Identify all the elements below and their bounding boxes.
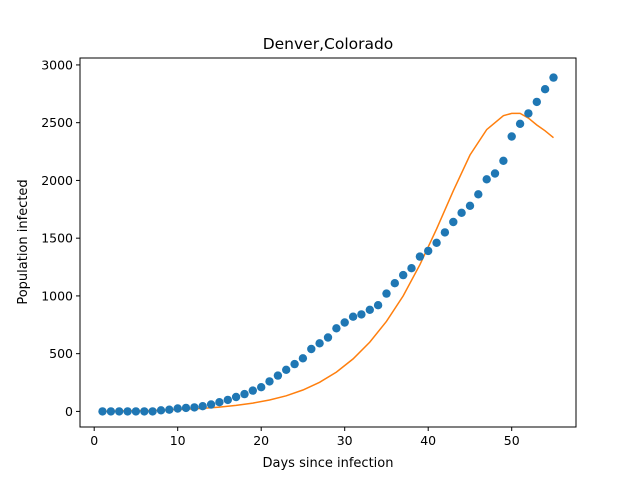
data-point <box>290 359 299 369</box>
data-point <box>415 252 425 261</box>
data-point <box>165 405 174 414</box>
y-tick-label: 3000 <box>41 57 73 72</box>
data-point <box>332 324 341 333</box>
data-point <box>223 395 232 405</box>
data-point <box>282 365 291 374</box>
data-point <box>115 407 124 416</box>
data-point <box>348 312 358 321</box>
data-point <box>499 156 508 165</box>
data-point <box>424 246 433 256</box>
y-tick-label: 500 <box>49 346 73 361</box>
data-point <box>240 389 249 399</box>
y-axis-label: Population infected <box>16 179 31 304</box>
data-point <box>323 333 333 342</box>
y-tick-label: 0 <box>65 404 73 419</box>
x-tick-label: 20 <box>253 433 269 448</box>
data-point <box>265 377 274 386</box>
data-point <box>273 371 283 380</box>
x-axis-ticks: 0 10 20 30 40 50 <box>90 427 520 448</box>
data-point <box>465 201 475 210</box>
y-tick-label: 1000 <box>41 288 73 303</box>
data-point <box>390 279 399 288</box>
data-point <box>474 190 483 199</box>
x-tick-label: 10 <box>170 433 186 448</box>
data-point <box>140 407 149 416</box>
x-tick-label: 50 <box>504 433 520 448</box>
data-point <box>198 402 207 411</box>
data-point <box>298 354 308 363</box>
data-point <box>507 132 516 141</box>
data-point <box>540 85 550 94</box>
data-point <box>365 305 374 314</box>
data-point <box>215 398 224 407</box>
data-point <box>482 175 491 184</box>
data-point <box>457 208 466 217</box>
data-point <box>190 403 199 412</box>
data-point <box>123 407 132 416</box>
data-point <box>490 169 500 178</box>
x-tick-label: 0 <box>90 433 98 448</box>
data-point <box>181 403 191 413</box>
data-point <box>549 73 558 82</box>
y-axis-ticks: 0 500 1000 1500 2000 2500 3000 <box>41 57 80 419</box>
data-point <box>206 400 216 409</box>
data-point <box>515 119 525 128</box>
y-tick-label: 2000 <box>41 173 73 188</box>
data-point <box>357 310 366 319</box>
data-point <box>307 344 316 354</box>
data-point <box>106 407 116 416</box>
x-tick-label: 30 <box>337 433 353 448</box>
y-tick-label: 1500 <box>41 231 73 246</box>
data-point <box>449 217 458 227</box>
data-point <box>440 228 450 237</box>
data-point <box>382 289 391 298</box>
data-point <box>373 301 383 310</box>
y-tick-label: 2500 <box>41 115 73 130</box>
data-point <box>407 264 416 273</box>
data-point <box>156 406 166 415</box>
x-axis-label: Days since infection <box>263 456 394 471</box>
data-point <box>524 109 533 118</box>
chart-title: Denver,Colorado <box>263 35 394 53</box>
data-point <box>432 238 441 247</box>
data-point <box>248 386 257 395</box>
data-point <box>340 318 349 327</box>
model-line <box>102 112 554 412</box>
data-point <box>532 97 541 107</box>
data-point <box>131 407 141 416</box>
data-point <box>399 270 408 280</box>
data-point <box>257 383 266 392</box>
plot-marks <box>98 73 558 416</box>
plot-frame <box>79 57 577 428</box>
x-tick-label: 40 <box>420 433 436 448</box>
data-point <box>148 407 157 416</box>
data-point <box>98 407 107 416</box>
data-point <box>231 392 241 402</box>
data-point <box>315 339 324 348</box>
data-point <box>173 404 182 413</box>
